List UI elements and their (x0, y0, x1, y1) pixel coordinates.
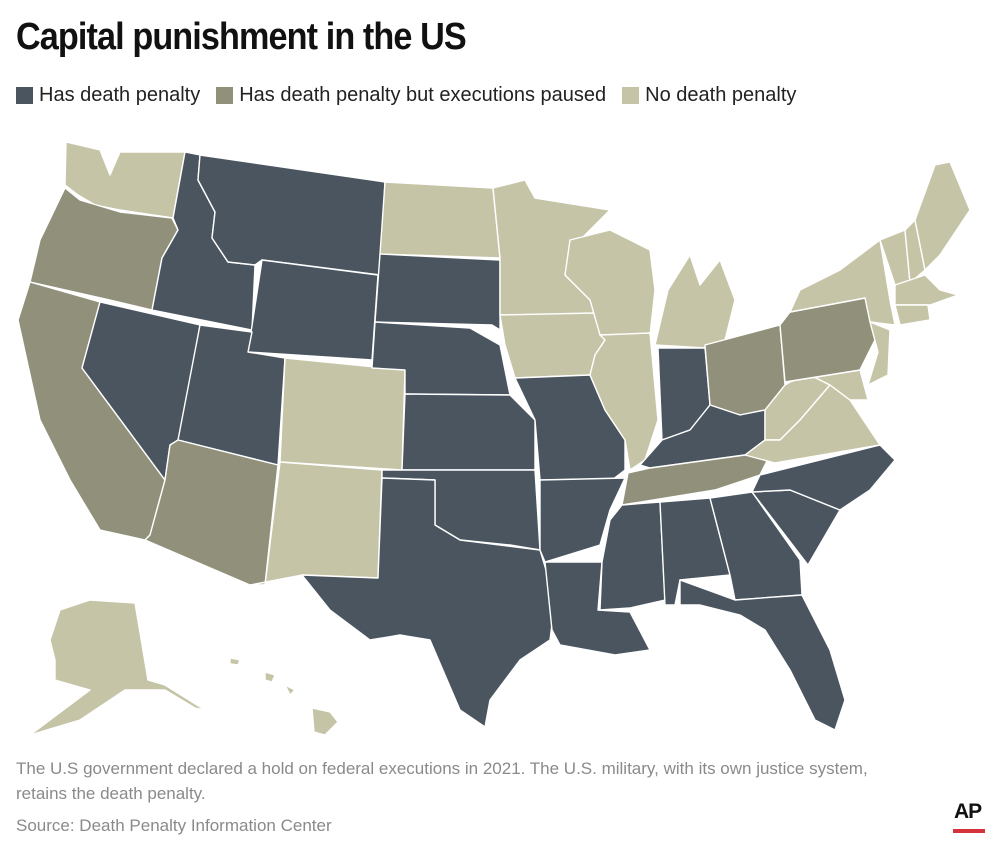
state-me[interactable] (914, 161, 971, 271)
state-nj[interactable] (867, 321, 891, 386)
state-fl[interactable] (679, 579, 846, 731)
state-il[interactable] (589, 332, 659, 471)
legend-item-no-death-penalty: No death penalty (622, 84, 796, 107)
us-map (17, 141, 971, 736)
legend-label: No death penalty (645, 84, 797, 106)
state-sd[interactable] (374, 253, 501, 331)
source-credit: Source: Death Penalty Information Center (16, 816, 332, 835)
state-az[interactable] (144, 439, 279, 586)
legend-label: Has death penalty (39, 84, 201, 106)
state-hi-3[interactable] (284, 684, 296, 696)
state-hi-4[interactable] (311, 707, 339, 736)
legend-item-death-penalty: Has death penalty (16, 84, 200, 107)
state-wy[interactable] (247, 259, 379, 361)
state-hi-2[interactable] (264, 671, 276, 683)
ap-logo-underline (953, 829, 985, 833)
swatch-paused (216, 87, 234, 104)
state-nc[interactable] (751, 444, 896, 511)
state-ia[interactable] (499, 312, 606, 379)
legend: Has death penalty Has death penalty but … (16, 84, 796, 107)
state-tx[interactable] (301, 477, 556, 728)
footnote: The U.S government declared a hold on fe… (16, 759, 868, 803)
legend-item-paused: Has death penalty but executions paused (216, 84, 606, 107)
state-nd[interactable] (379, 181, 501, 259)
state-ms[interactable] (599, 501, 666, 611)
state-mi[interactable] (654, 254, 736, 349)
state-co[interactable] (279, 357, 406, 471)
state-hi-1[interactable] (229, 657, 241, 666)
swatch-no-death-penalty (622, 87, 640, 104)
state-ks[interactable] (401, 393, 536, 471)
ap-logo: AP (954, 800, 982, 823)
state-ar[interactable] (539, 477, 626, 563)
legend-label: Has death penalty but executions paused (239, 84, 607, 106)
state-ak[interactable] (29, 599, 206, 736)
page-title: Capital punishment in the US (16, 16, 467, 58)
state-ny[interactable] (789, 239, 896, 326)
state-mt[interactable] (197, 154, 386, 276)
swatch-death-penalty (16, 87, 33, 104)
state-ct[interactable] (894, 304, 931, 326)
